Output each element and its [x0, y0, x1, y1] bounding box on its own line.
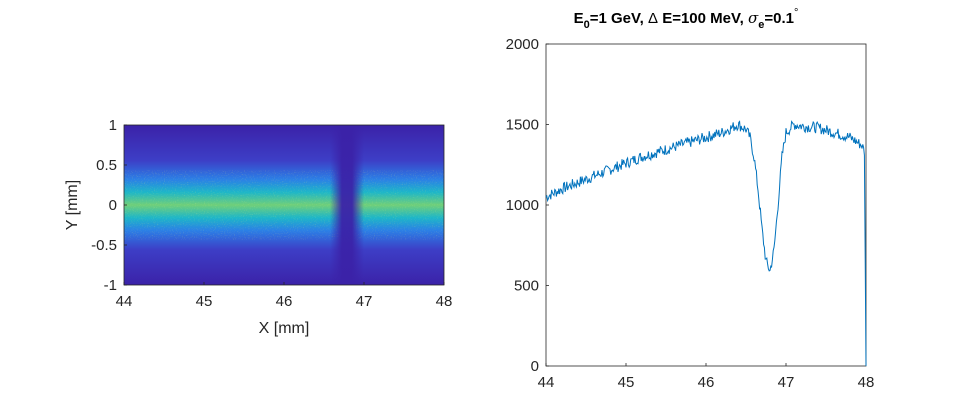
title-part-1: =1 GeV, — [590, 10, 648, 27]
title-e-subscript: 0 — [584, 19, 590, 31]
title-degree: ° — [794, 7, 798, 19]
line-y-tick-label-2: 1000 — [506, 197, 539, 214]
line-y-tick-label-0: 2000 — [506, 36, 539, 53]
heatmap-y-label: Y [mm] — [64, 180, 81, 230]
line-y-tick-label-1: 1500 — [506, 117, 539, 134]
heatmap-x-tick-label-2: 46 — [276, 293, 293, 310]
title-part-3: =0.1 — [764, 10, 794, 27]
line-series-1 — [545, 120, 867, 367]
heatmap-y-tick-label-2: 0 — [109, 197, 117, 214]
line-x-tick-label-3: 47 — [778, 374, 795, 391]
line-x-tick-label-0: 44 — [538, 374, 555, 391]
line-panel: 44 45 46 47 48 2000 1500 1000 500 0 E0=1 GeV, Δ … — [506, 7, 875, 391]
line-y-ticks: 2000 1500 1000 500 0 — [506, 36, 549, 375]
line-x-tick-label-4: 48 — [858, 374, 875, 391]
heatmap-x-tick-label-0: 44 — [116, 293, 133, 310]
title-sigma: σ — [748, 9, 759, 27]
heatmap-x-label: X [mm] — [259, 320, 310, 337]
heatmap-y-tick-label-3: -0.5 — [91, 237, 117, 254]
line-axes-box — [545, 43, 867, 367]
heatmap-y-tick-label-0: 1 — [109, 117, 117, 134]
title-e: E — [574, 10, 584, 27]
line-y-tick-label-4: 0 — [531, 358, 539, 375]
line-x-tick-label-2: 46 — [698, 374, 715, 391]
line-y-tick-label-3: 500 — [514, 278, 539, 295]
heatmap-y-tick-label-4: -1 — [104, 277, 117, 294]
line-chart-title: E0=1 GeV, Δ E=100 MeV, σe=0.1° — [574, 7, 799, 31]
heatmap-gap — [330, 125, 364, 285]
title-sigma-subscript: e — [758, 19, 764, 31]
heatmap-x-tick-label-3: 47 — [356, 293, 373, 310]
heatmap-y-ticks: 1 0.5 0 -0.5 -1 — [91, 117, 127, 294]
title-part-2: E=100 MeV, — [658, 10, 748, 27]
line-x-ticks: 44 45 46 47 48 — [538, 363, 875, 391]
heatmap-x-tick-label-4: 48 — [436, 293, 453, 310]
title-delta: Δ — [648, 10, 658, 27]
heatmap-x-tick-label-1: 45 — [196, 293, 213, 310]
heatmap-y-tick-label-1: 0.5 — [96, 157, 117, 174]
heatmap-panel: 44 45 46 47 48 1 0.5 0 -0.5 -1 X [mm] Y [mm] — [64, 117, 452, 337]
line-x-tick-label-1: 45 — [618, 374, 635, 391]
heatmap-x-ticks: 44 45 46 47 48 — [116, 282, 453, 310]
heatmap-noise-speckle — [124, 170, 444, 240]
